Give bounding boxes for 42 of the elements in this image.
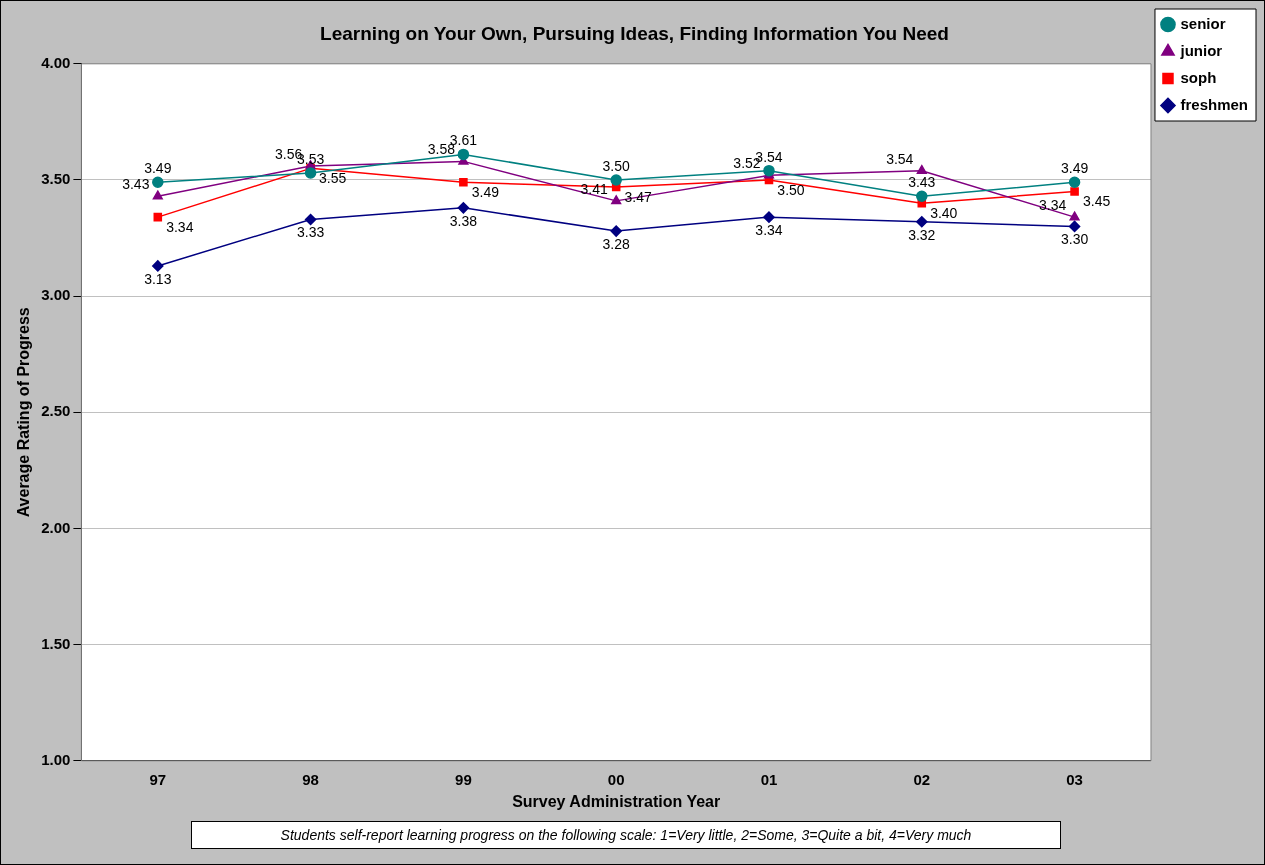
y-tick-label: 3.50 bbox=[41, 170, 71, 188]
y-tick-label: 4.00 bbox=[41, 53, 71, 71]
x-tick-label: 03 bbox=[1066, 770, 1083, 788]
x-tick-label: 02 bbox=[913, 770, 931, 788]
x-tick-label: 98 bbox=[302, 770, 319, 788]
data-label: 3.28 bbox=[602, 235, 631, 252]
data-label: 3.50 bbox=[777, 181, 805, 198]
legend-label: junior bbox=[1179, 41, 1223, 59]
y-tick-label: 3.00 bbox=[41, 286, 71, 304]
x-tick-label: 99 bbox=[455, 770, 472, 788]
text: Students self-report learning progress on the following scale: 1=Very little, 2=Some, 3=Quite a bit, 4=Very much bbox=[191, 821, 1061, 849]
data-label: 3.49 bbox=[1060, 160, 1089, 177]
data-label: 3.34 bbox=[755, 222, 783, 238]
data-label: 3.45 bbox=[1082, 193, 1111, 210]
legend-label: freshmen bbox=[1180, 95, 1249, 113]
legend-label: soph bbox=[1180, 68, 1217, 86]
y-tick-label: 2.00 bbox=[41, 518, 71, 536]
data-label: 3.49 bbox=[144, 160, 172, 177]
data-label: 3.38 bbox=[449, 212, 478, 229]
y-axis-title: Average Rating of Progress bbox=[15, 307, 33, 518]
data-label: 3.40 bbox=[930, 205, 958, 222]
x-tick-label: 97 bbox=[149, 770, 167, 788]
x-tick-label: 00 bbox=[607, 770, 625, 788]
data-label: 3.30 bbox=[1060, 231, 1089, 248]
data-label: 3.33 bbox=[296, 224, 325, 241]
data-label: 3.43 bbox=[122, 176, 150, 193]
data-label: 3.55 bbox=[318, 170, 347, 187]
data-label: 3.49 bbox=[471, 184, 500, 201]
legend-label: senior bbox=[1180, 14, 1226, 32]
data-label: 3.54 bbox=[886, 150, 914, 167]
x-axis-title: Survey Administration Year bbox=[512, 792, 721, 810]
chart-title: Learning on Your Own, Pursuing Ideas, Finding Information You Need bbox=[320, 22, 949, 44]
data-label: 3.13 bbox=[144, 270, 172, 287]
data-label: 3.32 bbox=[908, 226, 936, 243]
data-label: 3.43 bbox=[908, 174, 936, 191]
data-label: 3.34 bbox=[1038, 197, 1067, 213]
y-tick-label: 1.00 bbox=[41, 750, 71, 768]
data-label: 3.50 bbox=[602, 157, 631, 174]
x-tick-label: 01 bbox=[760, 770, 778, 788]
y-tick-label: 1.50 bbox=[41, 634, 71, 652]
y-tick-label: 2.50 bbox=[41, 402, 71, 420]
data-label: 3.34 bbox=[166, 219, 194, 235]
